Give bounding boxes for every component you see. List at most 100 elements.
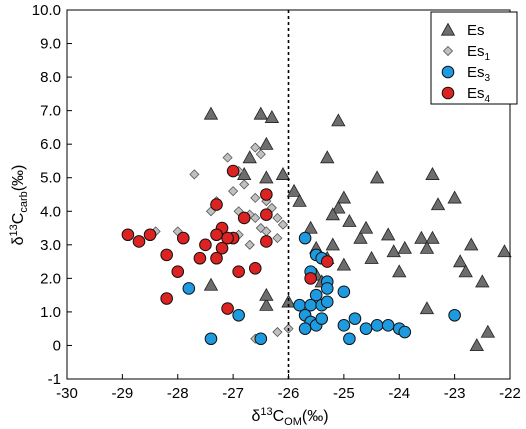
- legend-item: Es1: [442, 43, 491, 63]
- data-point: [176, 231, 190, 245]
- x-tick-label: -28: [167, 385, 189, 402]
- legend-marker: [440, 22, 456, 36]
- data-point: [497, 244, 512, 258]
- data-point: [286, 183, 302, 197]
- points-layer: [121, 106, 512, 352]
- data-point: [264, 110, 280, 123]
- data-point: [419, 301, 435, 315]
- data-point: [331, 113, 346, 127]
- data-point: [242, 150, 257, 164]
- data-point: [448, 308, 461, 322]
- data-point: [392, 264, 407, 278]
- data-point: [203, 106, 219, 120]
- x-axis-title: δ13COM(‰): [251, 406, 328, 428]
- data-point: [259, 170, 274, 184]
- data-point: [255, 149, 266, 160]
- data-point: [248, 262, 262, 275]
- x-tick-label: -26: [278, 385, 300, 402]
- data-point: [386, 244, 401, 258]
- x-tick-label: -30: [56, 385, 78, 402]
- legend-label: Es4: [467, 85, 491, 105]
- data-point: [320, 295, 334, 309]
- series-es: [203, 106, 512, 352]
- x-tick-label: -23: [444, 385, 466, 402]
- data-point: [475, 274, 490, 288]
- data-point: [452, 254, 468, 268]
- data-point: [397, 240, 412, 254]
- data-point: [203, 277, 219, 291]
- legend-label: Es: [467, 22, 485, 39]
- y-tick-label: 10.0: [32, 2, 61, 19]
- data-point: [315, 312, 329, 325]
- data-point: [292, 193, 307, 207]
- data-point: [358, 220, 374, 234]
- data-point: [353, 230, 368, 244]
- data-point: [343, 332, 356, 346]
- y-tick-label: 0: [53, 337, 61, 354]
- data-point: [260, 235, 273, 248]
- legend-marker: [442, 45, 454, 57]
- data-point: [210, 251, 223, 265]
- data-point: [359, 322, 373, 335]
- data-point: [204, 332, 218, 346]
- data-point: [244, 239, 255, 250]
- data-point: [160, 248, 173, 262]
- data-point: [298, 231, 312, 245]
- data-point: [254, 332, 268, 346]
- data-point: [199, 238, 212, 252]
- data-point: [275, 167, 291, 180]
- data-point: [259, 297, 274, 311]
- data-point: [272, 212, 283, 224]
- data-point: [260, 208, 273, 221]
- x-tick-label: -22: [499, 385, 521, 402]
- data-point: [237, 211, 251, 225]
- data-point: [171, 265, 185, 278]
- data-point: [336, 190, 352, 204]
- data-point: [348, 312, 362, 325]
- data-point: [381, 319, 395, 332]
- legend-marker: [441, 86, 455, 100]
- data-point: [469, 338, 484, 352]
- y-axis-title: δ13Ccarb(‰): [8, 165, 30, 246]
- data-point: [337, 285, 351, 299]
- data-point: [337, 319, 351, 332]
- y-tick-label: 2.0: [40, 270, 61, 287]
- y-tick-label: 5.0: [40, 170, 61, 187]
- data-point: [364, 250, 379, 264]
- data-point: [239, 179, 250, 190]
- data-point: [272, 326, 283, 338]
- x-tick-label: -24: [388, 385, 410, 402]
- legend-item: Es: [440, 22, 485, 39]
- y-tick-label: 6.0: [40, 136, 61, 153]
- data-point: [232, 308, 245, 322]
- data-point: [253, 106, 268, 120]
- y-tick-label: 7.0: [40, 103, 61, 120]
- data-point: [370, 319, 384, 332]
- x-tick-label: -29: [112, 385, 134, 402]
- data-point: [215, 241, 229, 255]
- data-point: [281, 294, 296, 308]
- data-point: [272, 233, 283, 244]
- data-point: [121, 228, 135, 242]
- data-point: [325, 237, 340, 251]
- y-tick-label: 4.0: [40, 203, 61, 220]
- data-point: [222, 152, 233, 163]
- data-point: [303, 220, 318, 234]
- data-point: [380, 227, 396, 241]
- data-point: [331, 200, 346, 214]
- data-point: [226, 164, 240, 178]
- x-tick-label: -25: [333, 385, 355, 402]
- data-point: [250, 212, 261, 224]
- x-tick-label: -27: [222, 385, 244, 402]
- data-point: [259, 287, 274, 301]
- data-point: [182, 282, 196, 295]
- data-point: [298, 322, 312, 335]
- data-point: [210, 198, 223, 211]
- data-point: [414, 230, 429, 244]
- data-point: [193, 251, 207, 265]
- data-point: [277, 219, 289, 230]
- data-point: [336, 257, 352, 271]
- data-point: [398, 325, 412, 339]
